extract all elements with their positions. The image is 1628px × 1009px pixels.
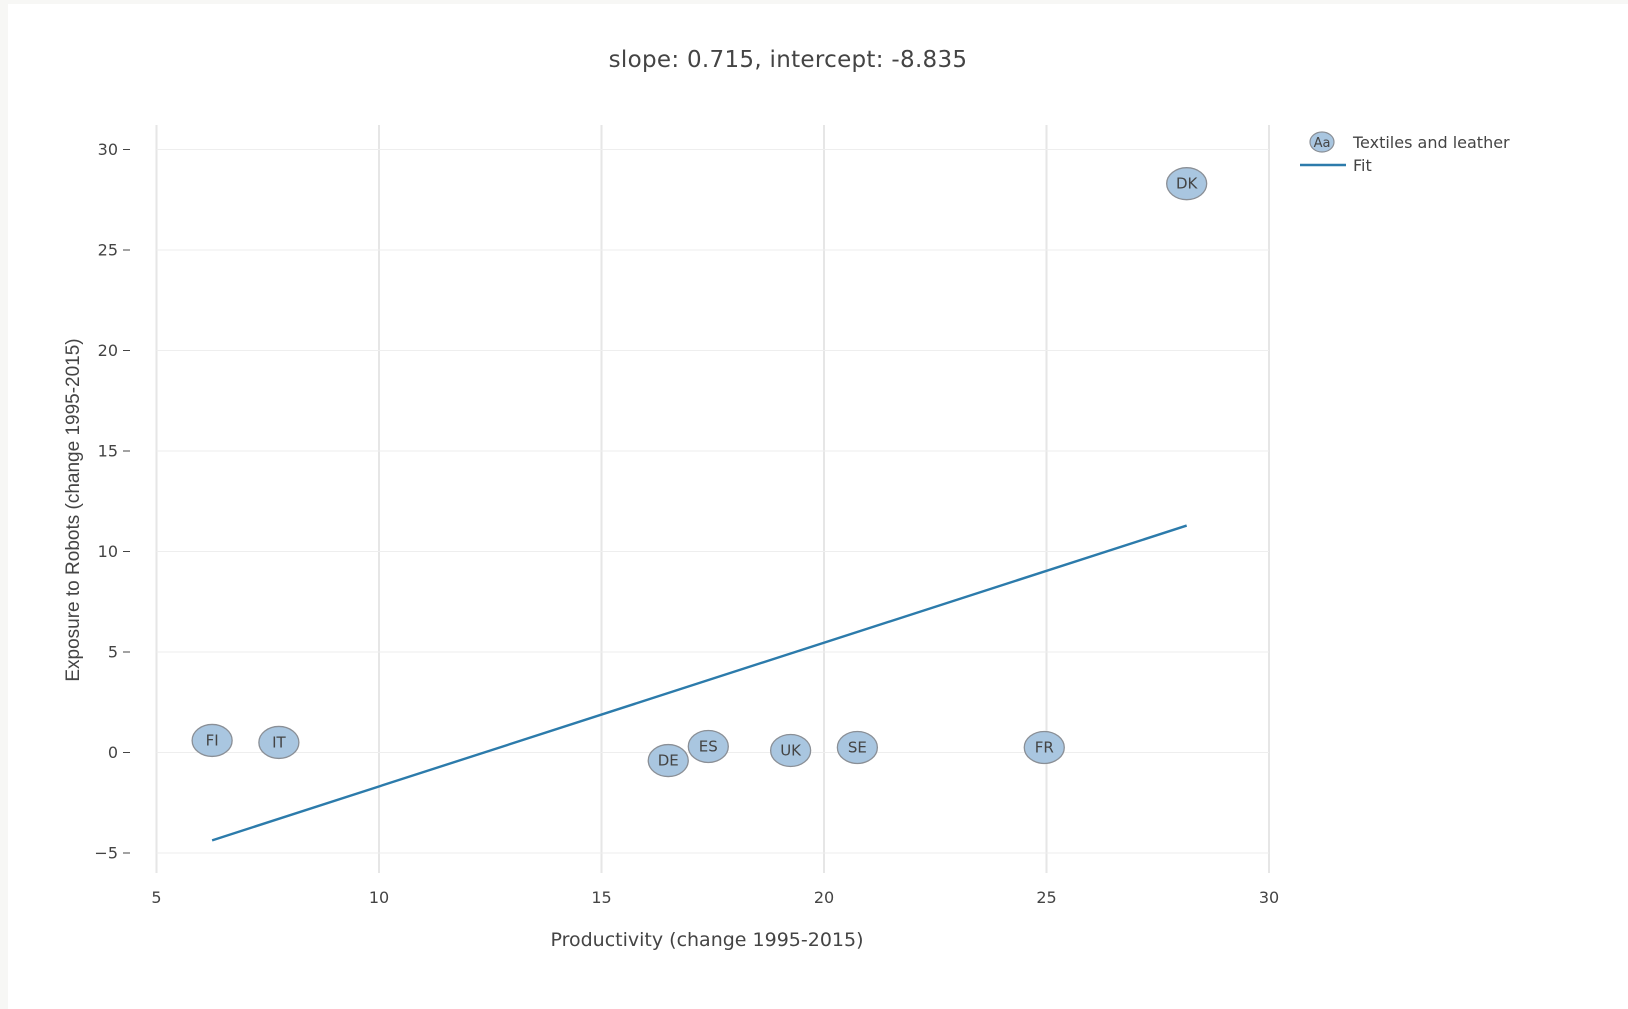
point-marker bbox=[1023, 730, 1065, 765]
y-tick-label: −5 bbox=[94, 844, 118, 863]
x-axis-ticks: 5 10 15 20 25 30 bbox=[151, 888, 1279, 907]
legend-item-fit[interactable]: Fit bbox=[1300, 156, 1372, 175]
legend-label-textiles: Textiles and leather bbox=[1352, 133, 1510, 152]
data-point-uk: UK bbox=[769, 733, 812, 768]
point-label: DK bbox=[1176, 175, 1199, 193]
point-label: SE bbox=[848, 738, 867, 756]
fit-line bbox=[211, 524, 1188, 842]
grid bbox=[155, 125, 1270, 873]
point-marker bbox=[647, 743, 689, 778]
y-tick-label: 0 bbox=[108, 743, 118, 762]
chart-panel: slope: 0.715, intercept: -8.835 5 10 15 20 2… bbox=[8, 4, 1628, 1009]
data-point-de: DE bbox=[647, 743, 689, 778]
point-marker bbox=[769, 733, 812, 768]
point-label: IT bbox=[272, 733, 286, 751]
point-marker bbox=[1166, 167, 1208, 201]
point-label: DE bbox=[658, 752, 679, 770]
data-point-es: ES bbox=[687, 729, 729, 764]
legend-label-fit: Fit bbox=[1353, 156, 1372, 175]
y-tick-label: 25 bbox=[98, 241, 118, 260]
y-axis-ticks: −5 0 5 10 15 20 25 30 bbox=[94, 140, 130, 863]
data-point-it: IT bbox=[258, 725, 300, 760]
point-label: UK bbox=[780, 741, 802, 759]
scatter-chart: slope: 0.715, intercept: -8.835 5 10 15 20 2… bbox=[63, 47, 1510, 951]
x-tick-label: 25 bbox=[1036, 888, 1056, 907]
points-layer: FI IT DE ES UK SE FR DK bbox=[191, 167, 1208, 778]
x-axis-title: Productivity (change 1995-2015) bbox=[550, 929, 863, 951]
x-tick-label: 30 bbox=[1259, 888, 1279, 907]
point-label: ES bbox=[699, 737, 718, 755]
y-tick-label: 15 bbox=[98, 442, 118, 461]
y-tick-label: 10 bbox=[98, 542, 118, 561]
x-tick-label: 20 bbox=[814, 888, 834, 907]
data-point-se: SE bbox=[836, 730, 879, 765]
y-tick-label: 20 bbox=[98, 341, 118, 360]
x-tick-label: 15 bbox=[591, 888, 611, 907]
y-axis-title: Exposure to Robots (change 1995-2015) bbox=[63, 338, 84, 681]
legend-marker-symbol: Aa bbox=[1314, 136, 1331, 151]
point-marker bbox=[258, 725, 300, 760]
data-point-fi: FI bbox=[191, 723, 233, 758]
point-label: FI bbox=[206, 731, 219, 749]
x-tick-label: 5 bbox=[151, 888, 161, 907]
x-tick-label: 10 bbox=[369, 888, 389, 907]
data-point-dk: DK bbox=[1166, 167, 1208, 201]
y-tick-label: 30 bbox=[98, 140, 118, 159]
chart-title: slope: 0.715, intercept: -8.835 bbox=[609, 47, 968, 73]
point-label: FR bbox=[1035, 738, 1054, 756]
legend-marker-icon bbox=[1309, 131, 1335, 153]
point-marker bbox=[836, 730, 879, 765]
point-marker bbox=[687, 729, 729, 764]
y-tick-label: 5 bbox=[108, 643, 118, 662]
data-point-fr: FR bbox=[1023, 730, 1065, 765]
legend-item-textiles[interactable]: Aa Textiles and leather bbox=[1309, 131, 1510, 153]
point-marker bbox=[191, 723, 233, 758]
legend[interactable]: Aa Textiles and leather Fit bbox=[1300, 131, 1510, 175]
fit-line-layer bbox=[211, 524, 1188, 842]
